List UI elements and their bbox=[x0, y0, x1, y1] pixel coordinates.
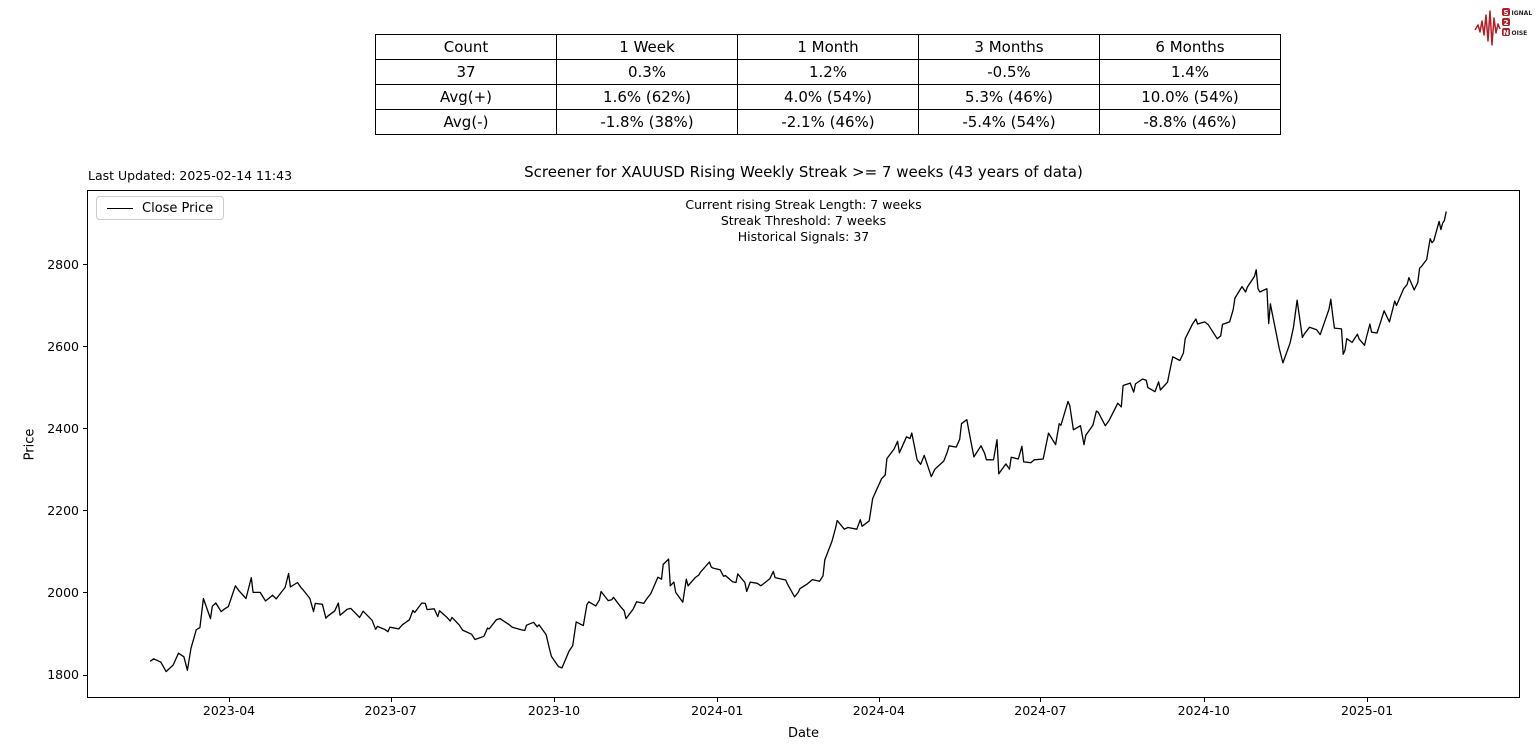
x-tick-mark bbox=[553, 698, 555, 702]
stats-cell: Avg(+) bbox=[375, 84, 557, 110]
y-tick-mark bbox=[83, 510, 87, 512]
y-tick-mark bbox=[83, 428, 87, 430]
stats-cell: 10.0% (54%) bbox=[1099, 84, 1281, 110]
chart-title: Screener for XAUUSD Rising Weekly Streak… bbox=[524, 163, 1083, 181]
legend: Close Price bbox=[96, 196, 225, 220]
x-axis-label: Date bbox=[787, 726, 820, 741]
close-price-line bbox=[149, 211, 1447, 673]
stats-header-cell: 1 Month bbox=[737, 34, 919, 60]
stats-cell: 4.0% (54%) bbox=[737, 84, 919, 110]
x-tick-label: 2025-01 bbox=[1340, 703, 1394, 718]
stats-row: Avg(+) 1.6% (62%) 4.0% (54%) 5.3% (46%) 10.0… bbox=[375, 84, 1281, 110]
stats-row: 37 0.3% 1.2% -0.5% 1.4% bbox=[375, 59, 1281, 85]
signal2noise-logo: S IGNAL 2 N OISE bbox=[1474, 8, 1532, 46]
y-tick-mark bbox=[83, 346, 87, 348]
x-tick-mark bbox=[1367, 698, 1369, 702]
logo-word-ignal: IGNAL bbox=[1512, 10, 1533, 17]
stats-header-cell: 6 Months bbox=[1099, 34, 1281, 60]
y-tick-label: 2200 bbox=[47, 502, 79, 518]
x-tick-label: 2024-04 bbox=[852, 703, 905, 718]
y-tick-label: 2800 bbox=[47, 256, 79, 272]
stats-cell: -5.4% (54%) bbox=[918, 109, 1100, 135]
y-tick-label: 1800 bbox=[47, 667, 79, 683]
stats-cell: 5.3% (46%) bbox=[918, 84, 1100, 110]
y-tick-mark bbox=[83, 674, 87, 676]
price-chart bbox=[149, 211, 1447, 673]
logo-text: S IGNAL 2 N OISE bbox=[1502, 8, 1532, 37]
x-tick-label: 2023-04 bbox=[202, 703, 256, 718]
logo-letter-n: N bbox=[1503, 29, 1509, 37]
stats-cell: 0.3% bbox=[556, 59, 738, 85]
stats-cell: -1.8% (38%) bbox=[556, 109, 738, 135]
last-updated-label: Last Updated: 2025-02-14 11:43 bbox=[88, 168, 293, 183]
stats-row: Avg(-) -1.8% (38%) -2.1% (46%) -5.4% (54%) -… bbox=[375, 109, 1281, 135]
logo-digit-2: 2 bbox=[1504, 19, 1509, 27]
x-tick-label: 2024-01 bbox=[691, 703, 744, 718]
stats-cell: -2.1% (46%) bbox=[737, 109, 919, 135]
x-tick-label: 2023-10 bbox=[527, 703, 581, 718]
stats-cell: 1.4% bbox=[1099, 59, 1281, 85]
x-tick-mark bbox=[878, 698, 880, 702]
annotation-text: Current rising Streak Length: 7 weeks Str… bbox=[88, 197, 1519, 245]
stats-cell: 37 bbox=[375, 59, 557, 85]
x-tick-mark bbox=[1203, 698, 1205, 702]
plot-area: Close Price Current rising Streak Length… bbox=[87, 190, 1520, 698]
annotation-line: Streak Threshold: 7 weeks bbox=[720, 213, 887, 228]
y-tick-mark bbox=[83, 592, 87, 594]
stats-cell: 1.6% (62%) bbox=[556, 84, 738, 110]
x-tick-mark bbox=[717, 698, 719, 702]
x-tick-mark bbox=[390, 698, 392, 702]
x-tick-label: 2023-07 bbox=[364, 703, 417, 718]
stats-table: Count 1 Week 1 Month 3 Months 6 Months 37 0.3%… bbox=[375, 34, 1281, 135]
stats-cell: -8.8% (46%) bbox=[1099, 109, 1281, 135]
stats-cell: 1.2% bbox=[737, 59, 919, 85]
stats-header-row: Count 1 Week 1 Month 3 Months 6 Months bbox=[375, 34, 1281, 60]
y-tick-label: 2400 bbox=[47, 420, 79, 436]
stats-cell: -0.5% bbox=[918, 59, 1100, 85]
logo-word-oise: OISE bbox=[1512, 30, 1528, 37]
x-tick-label: 2024-07 bbox=[1014, 703, 1067, 718]
logo-letter-s: S bbox=[1503, 9, 1508, 17]
stats-header-cell: 1 Week bbox=[556, 34, 738, 60]
stats-header-cell: Count bbox=[375, 34, 557, 60]
legend-line-sample-icon bbox=[107, 207, 133, 209]
y-tick-label: 2000 bbox=[47, 584, 79, 600]
y-tick-label: 2600 bbox=[47, 338, 79, 354]
annotation-line: Historical Signals: 37 bbox=[737, 229, 870, 244]
logo-waveform-icon bbox=[1474, 10, 1501, 46]
x-tick-mark bbox=[229, 698, 231, 702]
stats-cell: Avg(-) bbox=[375, 109, 557, 135]
legend-label: Close Price bbox=[142, 200, 214, 216]
x-tick-label: 2024-10 bbox=[1177, 703, 1230, 718]
stats-header-cell: 3 Months bbox=[918, 34, 1100, 60]
annotation-line: Current rising Streak Length: 7 weeks bbox=[685, 197, 922, 212]
x-tick-mark bbox=[1040, 698, 1042, 702]
y-tick-mark bbox=[83, 264, 87, 266]
